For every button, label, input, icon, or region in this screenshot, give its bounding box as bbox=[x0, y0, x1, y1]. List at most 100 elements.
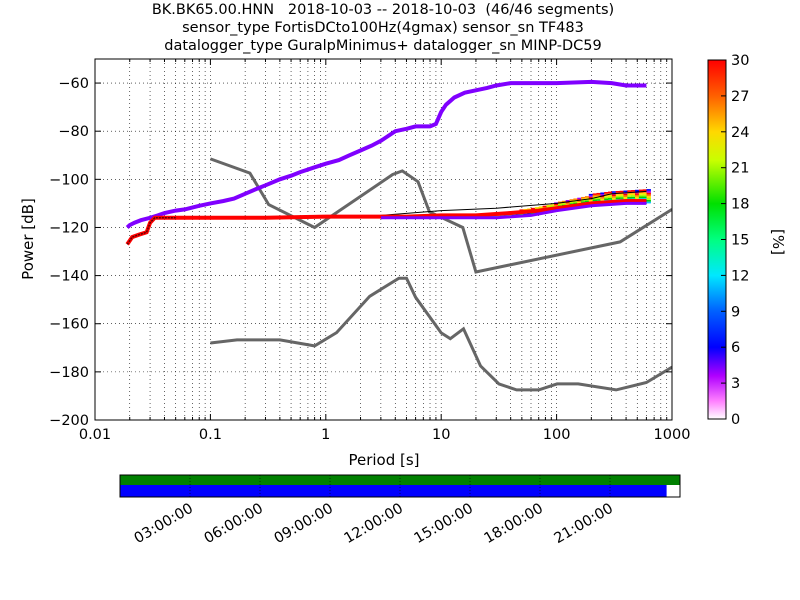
psd-band-cell bbox=[646, 198, 651, 200]
psd-band-cell bbox=[584, 196, 590, 198]
psd-band-cell bbox=[592, 193, 598, 195]
psd-band-cell bbox=[635, 194, 640, 197]
psd-band-cell bbox=[565, 202, 571, 205]
y-tick-label: −60 bbox=[58, 76, 89, 92]
psd-band-cell bbox=[600, 197, 605, 199]
psd-band-cell bbox=[623, 195, 628, 197]
max-psd-curve bbox=[125, 79, 647, 229]
psd-band-cell bbox=[550, 205, 555, 207]
psd-band-cell bbox=[631, 195, 636, 197]
y-tick-label: −80 bbox=[58, 124, 89, 140]
x-tick-label: 10 bbox=[432, 427, 450, 443]
colorbar-tick-label: 24 bbox=[731, 125, 749, 141]
psd-band-cell bbox=[635, 189, 640, 192]
psd-band-cell bbox=[577, 201, 582, 204]
psd-band-cell bbox=[557, 201, 563, 204]
psd-band-cell bbox=[561, 203, 567, 205]
psd-band-cell bbox=[608, 191, 613, 194]
psd-band-cell bbox=[600, 192, 605, 195]
title-line-1: BK.BK65.00.HNN 2018-10-03 -- 2018-10-03 … bbox=[151, 2, 615, 18]
psd-band-cell bbox=[569, 199, 574, 201]
nhnm-curve bbox=[209, 157, 672, 274]
psd-band-cell bbox=[573, 198, 578, 200]
psd-band-cell bbox=[573, 202, 578, 205]
psd-band-cell bbox=[619, 197, 624, 199]
colorbar-tick-label: 9 bbox=[731, 304, 740, 320]
psd-band-cell bbox=[646, 196, 651, 199]
psd-band-cell bbox=[596, 192, 601, 195]
psd-band-cell bbox=[542, 206, 547, 209]
colorbar-tick-label: 0 bbox=[731, 412, 740, 428]
psd-band-cell bbox=[550, 204, 555, 206]
timeline-tick-label: 21:00:00 bbox=[552, 501, 616, 547]
psd-band-cell bbox=[584, 197, 590, 200]
x-tick-label: 0.01 bbox=[79, 427, 111, 443]
psd-band-cell bbox=[642, 194, 648, 197]
psd-band-cell bbox=[600, 198, 605, 201]
min-psd-curve bbox=[380, 201, 647, 220]
psd-band-cell bbox=[554, 203, 559, 206]
psd-band-cell bbox=[531, 212, 536, 215]
psd-band-cell bbox=[569, 201, 574, 204]
psd-band-cell bbox=[642, 198, 648, 200]
psd-band-cell bbox=[631, 196, 636, 199]
timeline-tick-label: 12:00:00 bbox=[342, 501, 406, 547]
psd-band-cell bbox=[611, 197, 617, 200]
psd-band-cell bbox=[527, 213, 532, 215]
psd-band-cell bbox=[623, 196, 628, 199]
psd-band-cell bbox=[600, 194, 605, 196]
psd-band-cell bbox=[608, 196, 613, 199]
psd-band-cell bbox=[615, 195, 621, 198]
psd-band-cell bbox=[631, 193, 636, 196]
psd-band-cell bbox=[611, 191, 617, 193]
psd-band-cell bbox=[638, 189, 644, 192]
psd-band-cell bbox=[615, 194, 621, 196]
psd-band-cell bbox=[557, 203, 563, 206]
psd-band-cell bbox=[604, 193, 609, 196]
psd-band-cell bbox=[531, 207, 536, 210]
psd-band-cell bbox=[592, 199, 598, 202]
psd-band-cell bbox=[596, 197, 601, 200]
psd-band-cell bbox=[584, 199, 590, 201]
psd-band-cell bbox=[604, 192, 609, 194]
timeline-psd-coverage-bar bbox=[120, 485, 667, 497]
psd-band-cell bbox=[646, 201, 651, 204]
timeline-tick-label: 18:00:00 bbox=[482, 501, 546, 547]
psd-band-cell bbox=[615, 190, 621, 193]
colorbar-tick-label: 30 bbox=[731, 53, 749, 69]
psd-curves bbox=[125, 79, 672, 392]
psd-band-cell bbox=[561, 200, 567, 203]
timeline-tick-label: 06:00:00 bbox=[202, 501, 266, 547]
colorbar-tick-label: 27 bbox=[731, 89, 749, 105]
psd-band-cell bbox=[523, 208, 528, 211]
psd-band-cell bbox=[642, 196, 648, 199]
y-tick-label: −180 bbox=[49, 365, 89, 381]
psd-band-cell bbox=[577, 200, 582, 202]
psd-band-cell bbox=[554, 204, 559, 207]
psd-band-cell bbox=[581, 199, 586, 202]
psd-band-cell bbox=[646, 192, 651, 195]
psd-band-cell bbox=[584, 200, 590, 203]
psd-band-cell bbox=[577, 197, 582, 200]
y-tick-label: −140 bbox=[49, 269, 89, 285]
colorbar-tick-label: 6 bbox=[731, 340, 740, 356]
plot-grid bbox=[95, 59, 672, 420]
psd-band-cell bbox=[642, 192, 648, 195]
psd-band-cell bbox=[642, 189, 648, 192]
psd-band-cell bbox=[569, 203, 574, 205]
psd-band-cell bbox=[646, 199, 651, 202]
y-tick-label: −120 bbox=[49, 220, 89, 236]
nlnm-curve bbox=[210, 276, 672, 392]
x-tick-label: 1 bbox=[321, 427, 330, 443]
psd-band-cell bbox=[638, 196, 644, 199]
psd-band-cell bbox=[546, 206, 551, 208]
y-tick-label: −200 bbox=[49, 413, 89, 429]
psd-band-cell bbox=[581, 198, 586, 200]
psd-band-cell bbox=[638, 194, 644, 197]
timeline-availability-bar bbox=[120, 475, 680, 485]
psd-band-cell bbox=[646, 190, 651, 193]
psd-band-cell bbox=[631, 190, 636, 192]
psd-band-cell bbox=[592, 197, 598, 200]
psd-band-cell bbox=[635, 196, 640, 199]
